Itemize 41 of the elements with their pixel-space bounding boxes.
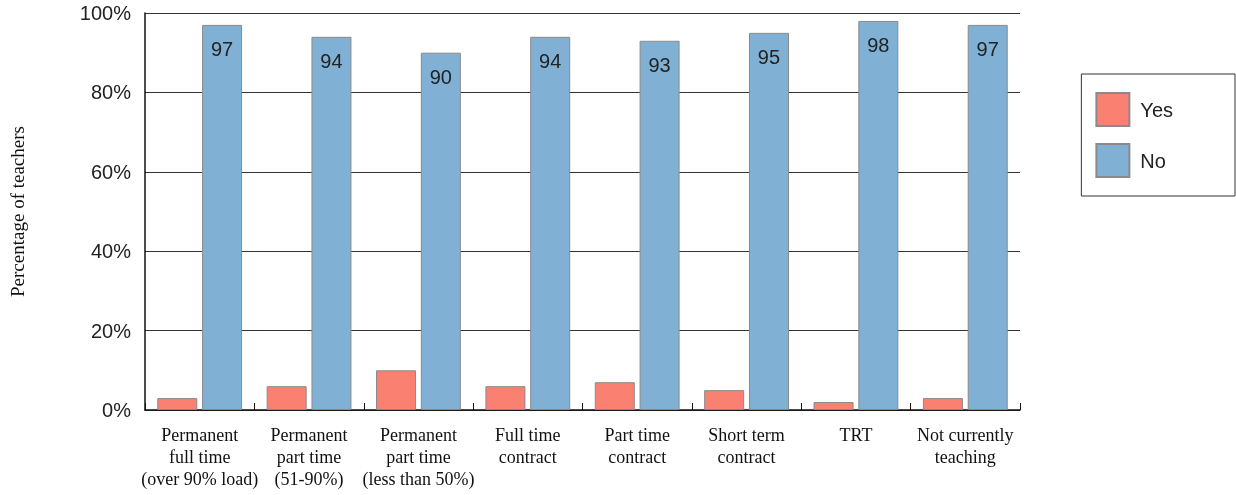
data-label: 95 — [757, 45, 781, 68]
bar — [420, 52, 461, 410]
bar — [813, 402, 854, 410]
bar — [967, 24, 1008, 410]
bar — [858, 20, 899, 410]
y-tick-label: 0% — [102, 399, 132, 421]
bar — [376, 370, 417, 410]
data-label: 90 — [429, 65, 452, 88]
bar — [266, 386, 307, 410]
data-label: 97 — [210, 37, 234, 60]
x-tick-label: Permanent full time (over 90% load) — [141, 425, 259, 490]
data-label: 98 — [867, 33, 890, 56]
bar — [922, 398, 963, 410]
bar — [485, 386, 526, 410]
bar — [639, 40, 680, 410]
y-tick-label: 100% — [79, 2, 132, 24]
bar — [704, 390, 745, 410]
x-tick-label: Permanent part time (less than 50%) — [362, 425, 475, 490]
y-tick-label: 20% — [90, 319, 132, 342]
x-tick-label: Not currently teaching — [917, 425, 1014, 467]
x-tick-label: TRT — [839, 425, 873, 445]
data-label: 94 — [320, 49, 343, 72]
y-tick-label: 60% — [90, 160, 132, 183]
data-label: 94 — [539, 49, 562, 72]
legend-label: Yes — [1140, 98, 1174, 121]
x-tick-label: Full time contract — [495, 425, 561, 467]
y-axis-title: Percentage of teachers — [7, 126, 28, 297]
x-tick-label: Permanent part time (51-90%) — [270, 425, 348, 490]
legend-label: No — [1140, 149, 1166, 172]
bar — [202, 24, 243, 410]
bar — [311, 36, 352, 410]
x-tick-label: Short term contract — [708, 425, 785, 467]
y-tick-label: 80% — [90, 81, 132, 104]
x-tick-label: Part time contract — [604, 425, 670, 467]
bar — [157, 398, 198, 410]
bar — [594, 382, 635, 410]
data-label: 97 — [976, 37, 999, 60]
y-tick-label: 40% — [90, 240, 132, 263]
data-label: 93 — [648, 53, 671, 76]
bar — [530, 36, 571, 410]
bar — [748, 32, 789, 410]
